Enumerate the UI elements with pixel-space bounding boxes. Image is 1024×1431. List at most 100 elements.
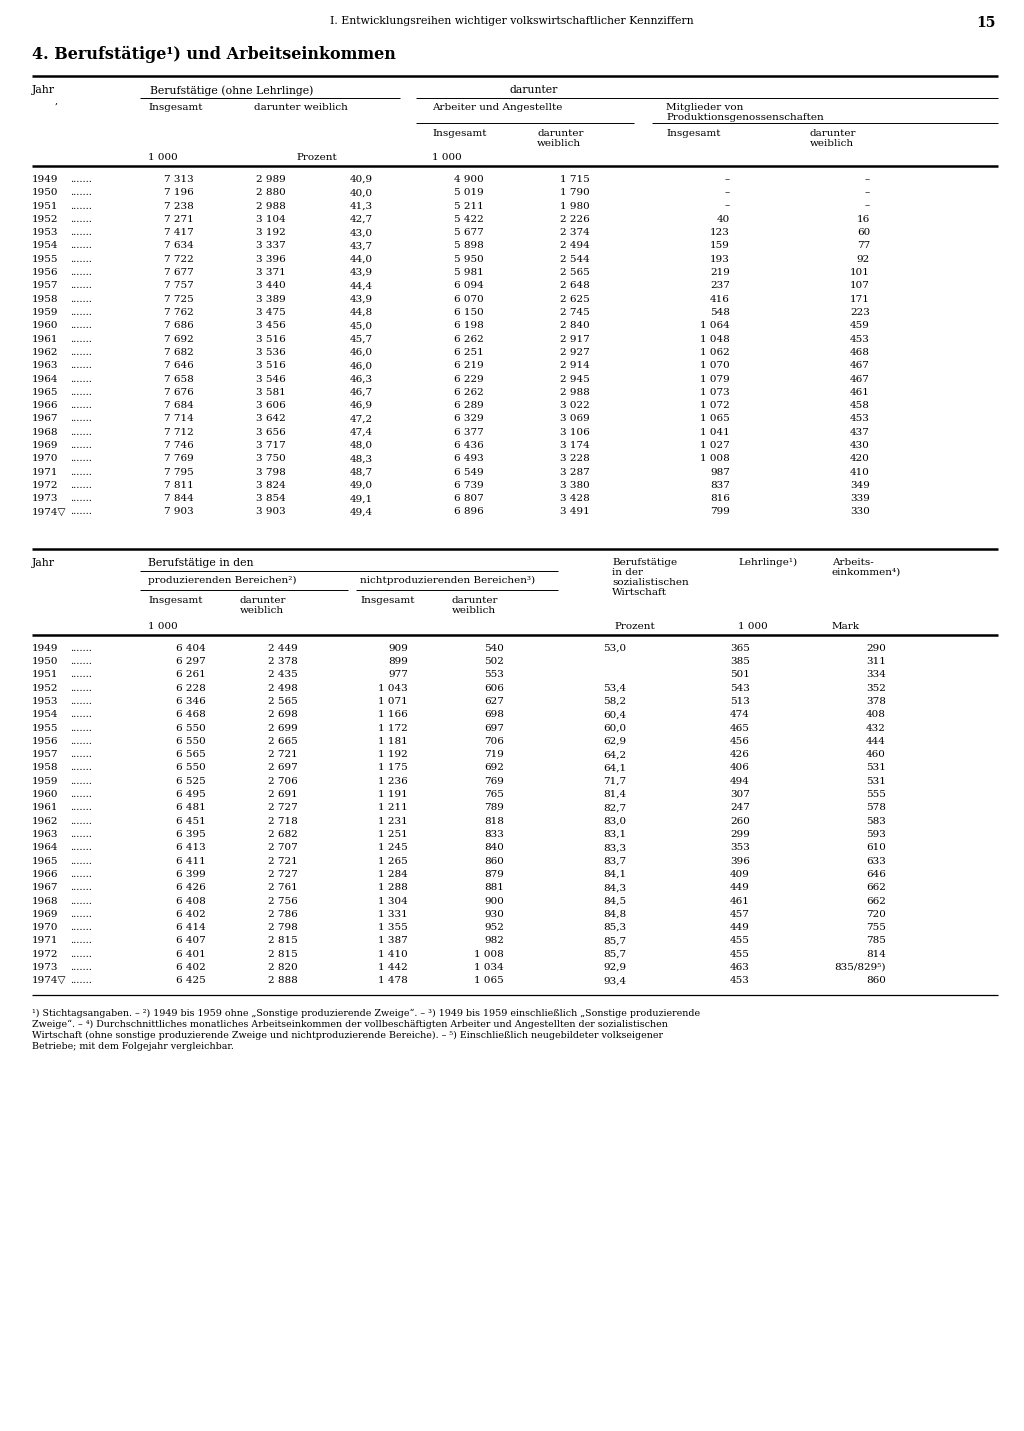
Text: Berufstätige (ohne Lehrlinge): Berufstätige (ohne Lehrlinge) — [150, 84, 313, 96]
Text: 977: 977 — [388, 670, 408, 680]
Text: weiblich: weiblich — [452, 605, 496, 615]
Text: 6 261: 6 261 — [176, 670, 206, 680]
Text: .......: ....... — [70, 335, 92, 343]
Text: 1 034: 1 034 — [474, 963, 504, 972]
Text: nichtproduzierenden Bereichen³): nichtproduzierenden Bereichen³) — [360, 575, 536, 585]
Text: 353: 353 — [730, 843, 750, 853]
Text: 3 106: 3 106 — [560, 428, 590, 436]
Text: 3 192: 3 192 — [256, 228, 286, 238]
Text: 987: 987 — [710, 468, 730, 477]
Text: 6 404: 6 404 — [176, 644, 206, 653]
Text: Zweige“. – ⁴) Durchschnittliches monatliches Arbeitseinkommen der vollbeschäftig: Zweige“. – ⁴) Durchschnittliches monatli… — [32, 1020, 668, 1029]
Text: 352: 352 — [866, 684, 886, 693]
Text: 60,0: 60,0 — [603, 724, 626, 733]
Text: 2 761: 2 761 — [268, 883, 298, 892]
Text: 1 000: 1 000 — [148, 622, 178, 631]
Text: 92: 92 — [857, 255, 870, 263]
Text: 467: 467 — [850, 361, 870, 371]
Text: Insgesamt: Insgesamt — [432, 129, 486, 137]
Text: 2 565: 2 565 — [268, 697, 298, 705]
Text: 2 820: 2 820 — [268, 963, 298, 972]
Text: 2 756: 2 756 — [268, 896, 298, 906]
Text: darunter: darunter — [810, 129, 856, 137]
Text: Jahr: Jahr — [32, 558, 55, 568]
Text: .......: ....... — [70, 830, 92, 839]
Text: 6 550: 6 550 — [176, 724, 206, 733]
Text: darunter: darunter — [537, 129, 584, 137]
Text: 2 721: 2 721 — [268, 857, 298, 866]
Text: 7 903: 7 903 — [164, 508, 194, 517]
Text: 48,3: 48,3 — [350, 454, 373, 464]
Text: 1967: 1967 — [32, 415, 58, 424]
Text: 785: 785 — [866, 936, 886, 946]
Text: 101: 101 — [850, 268, 870, 278]
Text: .......: ....... — [70, 764, 92, 773]
Text: 7 714: 7 714 — [164, 415, 194, 424]
Text: .......: ....... — [70, 322, 92, 331]
Text: 952: 952 — [484, 923, 504, 932]
Text: .......: ....... — [70, 657, 92, 665]
Text: 2 665: 2 665 — [268, 737, 298, 746]
Text: .......: ....... — [70, 737, 92, 746]
Text: 64,1: 64,1 — [603, 764, 626, 773]
Text: 85,7: 85,7 — [603, 936, 626, 946]
Text: 1964: 1964 — [32, 843, 58, 853]
Text: 1 715: 1 715 — [560, 175, 590, 185]
Text: 1965: 1965 — [32, 857, 58, 866]
Text: 92,9: 92,9 — [603, 963, 626, 972]
Text: 1953: 1953 — [32, 228, 58, 238]
Text: 6 399: 6 399 — [176, 870, 206, 879]
Text: 49,0: 49,0 — [350, 481, 373, 489]
Text: 453: 453 — [730, 976, 750, 986]
Text: 2 815: 2 815 — [268, 950, 298, 959]
Text: 82,7: 82,7 — [603, 803, 626, 813]
Text: 1 236: 1 236 — [378, 777, 408, 786]
Text: ,: , — [55, 97, 58, 106]
Text: 15: 15 — [977, 16, 996, 30]
Text: 1 000: 1 000 — [738, 622, 768, 631]
Text: 457: 457 — [730, 910, 750, 919]
Text: Insgesamt: Insgesamt — [148, 103, 203, 112]
Text: 1 410: 1 410 — [378, 950, 408, 959]
Text: .......: ....... — [70, 684, 92, 693]
Text: 1 304: 1 304 — [378, 896, 408, 906]
Text: 60: 60 — [857, 228, 870, 238]
Text: 2 786: 2 786 — [268, 910, 298, 919]
Text: 432: 432 — [866, 724, 886, 733]
Text: .......: ....... — [70, 910, 92, 919]
Text: 755: 755 — [866, 923, 886, 932]
Text: 107: 107 — [850, 282, 870, 290]
Text: 46,0: 46,0 — [350, 348, 373, 356]
Text: 7 677: 7 677 — [164, 268, 194, 278]
Text: 7 684: 7 684 — [164, 401, 194, 411]
Text: 6 407: 6 407 — [176, 936, 206, 946]
Text: 5 677: 5 677 — [455, 228, 484, 238]
Text: 437: 437 — [850, 428, 870, 436]
Text: 2 707: 2 707 — [268, 843, 298, 853]
Text: 3 287: 3 287 — [560, 468, 590, 477]
Text: .......: ....... — [70, 644, 92, 653]
Text: 799: 799 — [710, 508, 730, 517]
Text: 2 988: 2 988 — [256, 202, 286, 210]
Text: 1961: 1961 — [32, 803, 58, 813]
Text: 1950: 1950 — [32, 189, 58, 197]
Text: 555: 555 — [866, 790, 886, 798]
Text: 7 844: 7 844 — [164, 494, 194, 504]
Text: 4. Berufstätige¹) und Arbeitseinkommen: 4. Berufstätige¹) und Arbeitseinkommen — [32, 46, 396, 63]
Text: 1965: 1965 — [32, 388, 58, 396]
Text: Insgesamt: Insgesamt — [360, 595, 415, 605]
Text: 6 565: 6 565 — [176, 750, 206, 760]
Text: 467: 467 — [850, 375, 870, 384]
Text: I. Entwicklungsreihen wichtiger volkswirtschaftlicher Kennziffern: I. Entwicklungsreihen wichtiger volkswir… — [330, 16, 694, 26]
Text: 5 422: 5 422 — [455, 215, 484, 223]
Text: 3 022: 3 022 — [560, 401, 590, 411]
Text: .......: ....... — [70, 348, 92, 356]
Text: 311: 311 — [866, 657, 886, 665]
Text: 662: 662 — [866, 896, 886, 906]
Text: 1973: 1973 — [32, 494, 58, 504]
Text: Arbeits-: Arbeits- — [831, 558, 873, 567]
Text: 513: 513 — [730, 697, 750, 705]
Text: 2 494: 2 494 — [560, 242, 590, 250]
Text: 6 402: 6 402 — [176, 963, 206, 972]
Text: 1957: 1957 — [32, 750, 58, 760]
